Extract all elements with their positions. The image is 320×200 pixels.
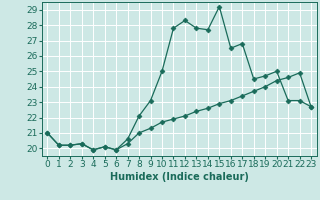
X-axis label: Humidex (Indice chaleur): Humidex (Indice chaleur) xyxy=(110,172,249,182)
